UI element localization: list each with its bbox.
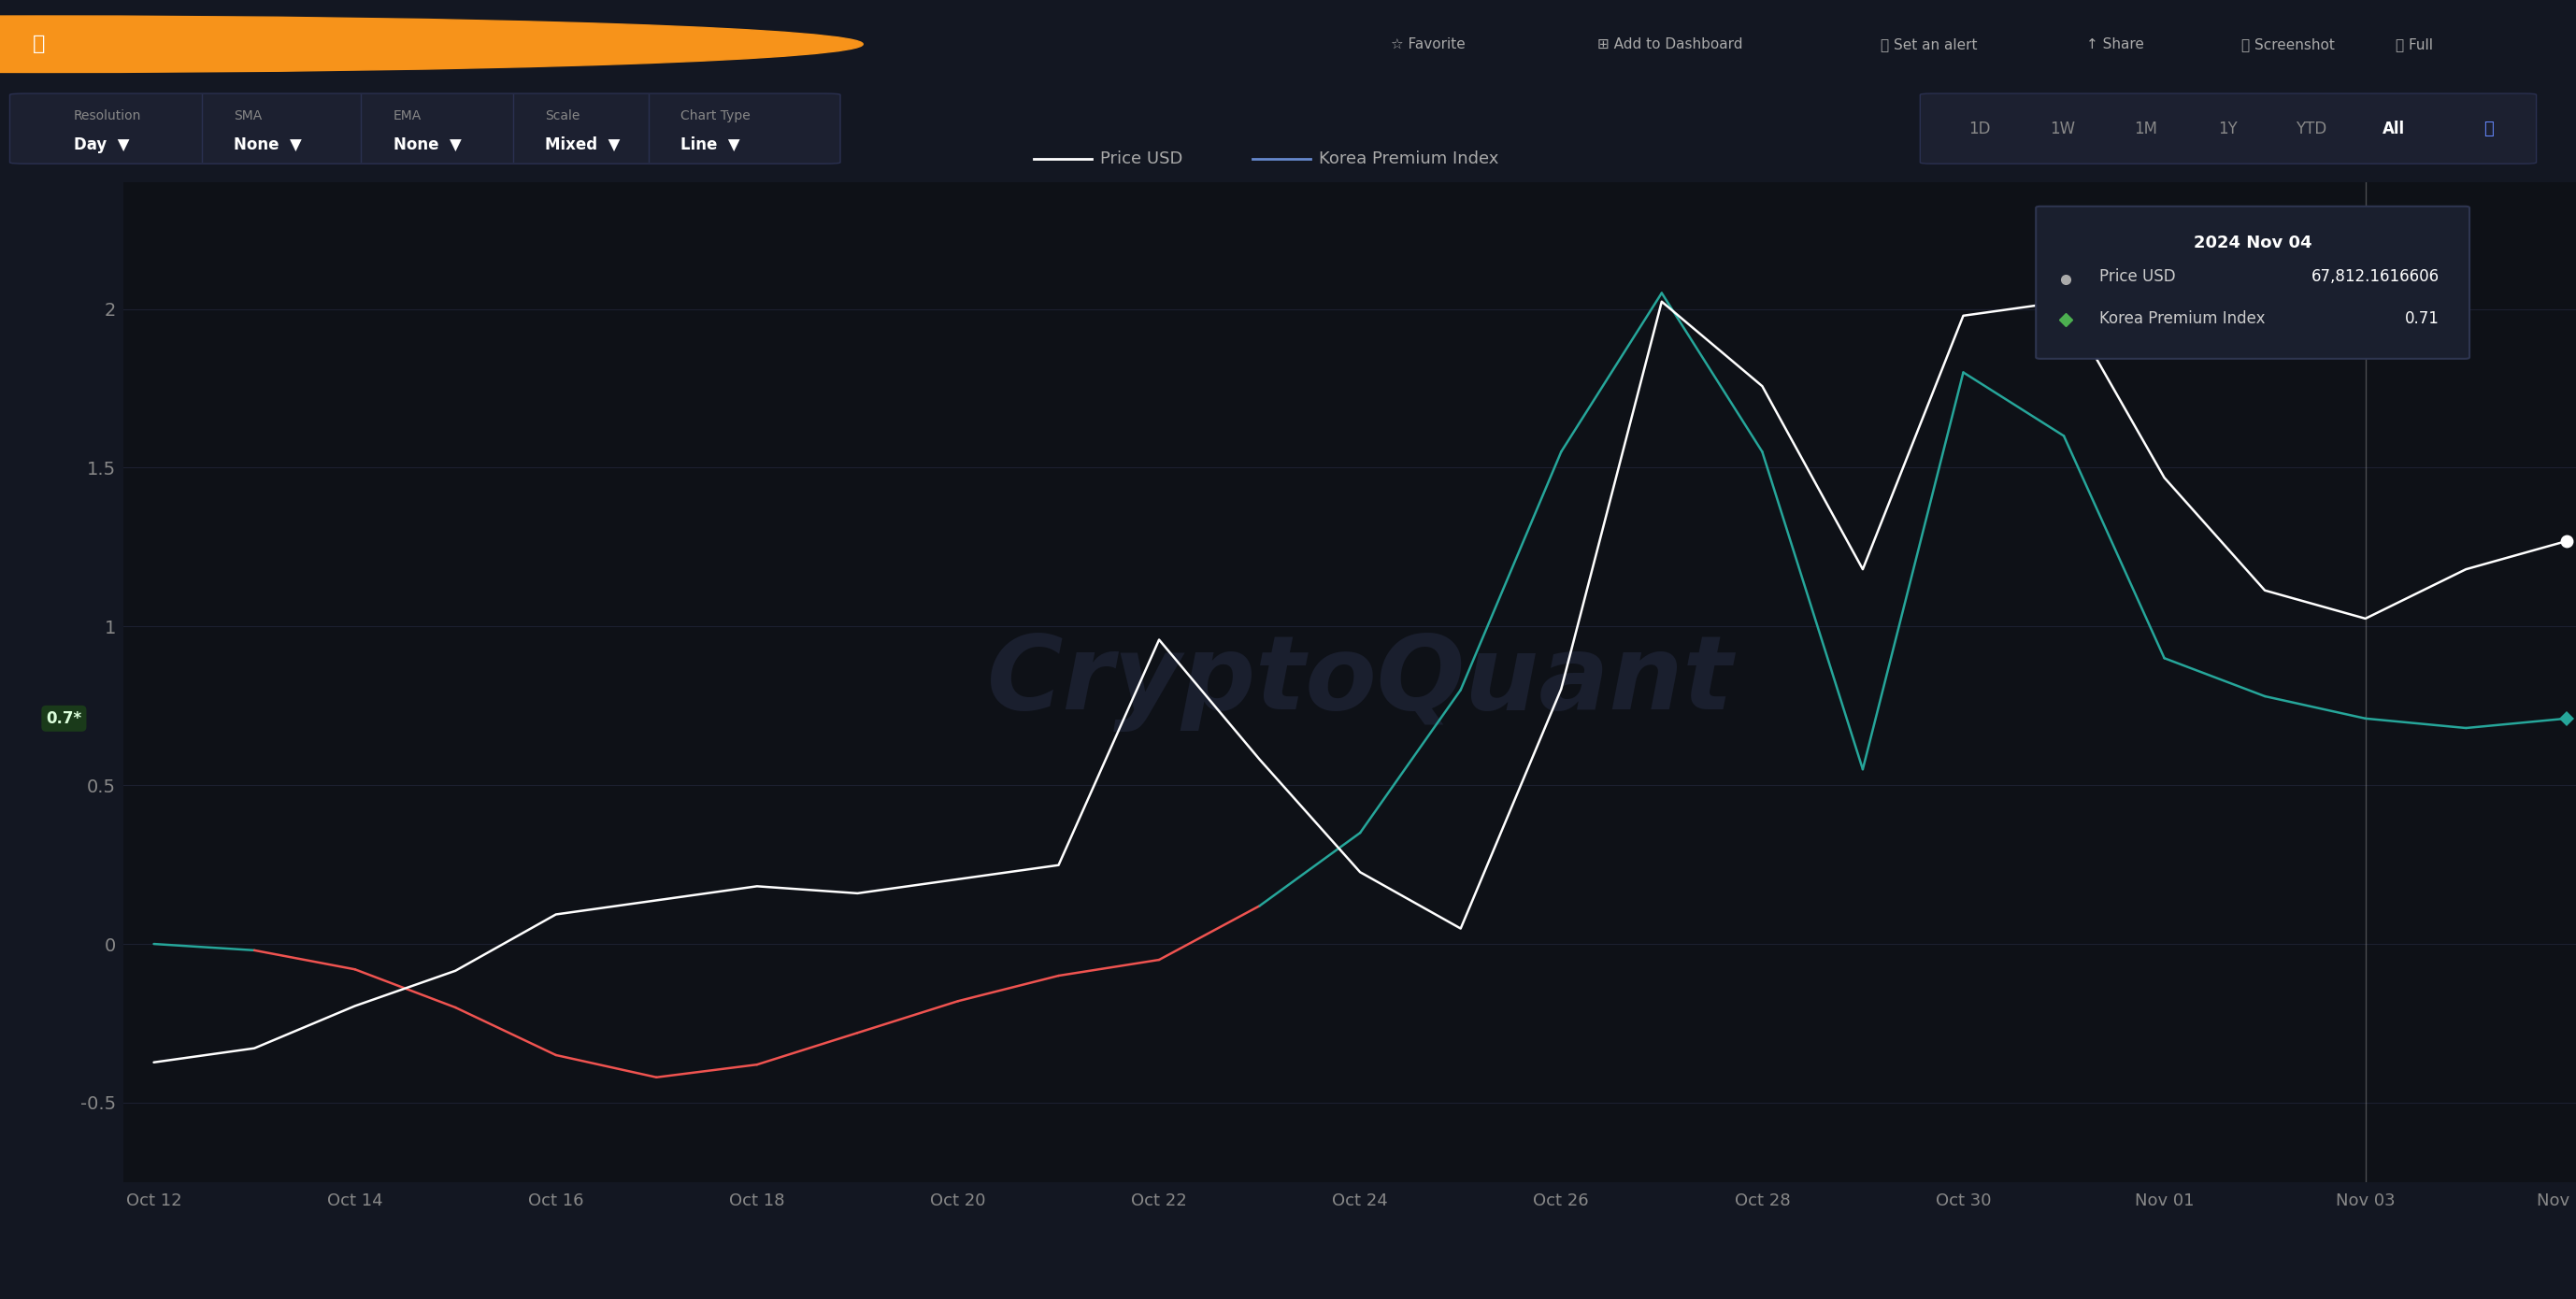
- Text: ↑ Share: ↑ Share: [2087, 38, 2143, 51]
- Text: 1Y: 1Y: [2218, 121, 2239, 136]
- Text: Line  ▼: Line ▼: [680, 136, 739, 153]
- Text: None  ▼: None ▼: [234, 136, 301, 153]
- Text: 📷 Screenshot: 📷 Screenshot: [2241, 38, 2334, 51]
- Text: SMA: SMA: [234, 109, 263, 123]
- Text: Price USD: Price USD: [1100, 151, 1182, 166]
- Text: Korea Premium Index: Korea Premium Index: [2099, 310, 2267, 327]
- Text: Bitcoin: Korea Premium Index: Bitcoin: Korea Premium Index: [72, 32, 466, 56]
- Text: 67,812.1616606: 67,812.1616606: [2311, 268, 2439, 284]
- FancyBboxPatch shape: [1919, 94, 2537, 164]
- Text: ⛶ Full: ⛶ Full: [2396, 38, 2434, 51]
- Text: 0.71: 0.71: [2406, 310, 2439, 327]
- Text: Price USD: Price USD: [2099, 268, 2177, 284]
- Circle shape: [0, 16, 863, 73]
- Text: None  ▼: None ▼: [394, 136, 461, 153]
- Text: ⊞ Add to Dashboard: ⊞ Add to Dashboard: [1597, 38, 1741, 51]
- Text: Resolution: Resolution: [75, 109, 142, 123]
- Text: Mixed  ▼: Mixed ▼: [546, 136, 621, 153]
- Text: 📅: 📅: [2483, 121, 2494, 136]
- Text: 1D: 1D: [1968, 121, 1991, 136]
- Text: ₿: ₿: [33, 35, 44, 53]
- Text: EMA: EMA: [394, 109, 422, 123]
- FancyBboxPatch shape: [2035, 207, 2470, 359]
- Text: YTD: YTD: [2295, 121, 2326, 136]
- FancyBboxPatch shape: [10, 94, 840, 164]
- Text: 1W: 1W: [2050, 121, 2076, 136]
- Text: 🔔 Set an alert: 🔔 Set an alert: [1880, 38, 1978, 51]
- Text: All: All: [2383, 121, 2406, 136]
- Text: ☆ Favorite: ☆ Favorite: [1391, 38, 1466, 51]
- Text: Day  ▼: Day ▼: [75, 136, 129, 153]
- Text: 1M: 1M: [2133, 121, 2156, 136]
- Text: Chart Type: Chart Type: [680, 109, 750, 123]
- Text: Scale: Scale: [546, 109, 580, 123]
- Text: CryptoQuant: CryptoQuant: [987, 633, 1734, 731]
- Text: 2024 Nov 04: 2024 Nov 04: [2195, 235, 2311, 252]
- Text: 0.7*: 0.7*: [46, 711, 82, 727]
- Text: Korea Premium Index: Korea Premium Index: [1319, 151, 1499, 166]
